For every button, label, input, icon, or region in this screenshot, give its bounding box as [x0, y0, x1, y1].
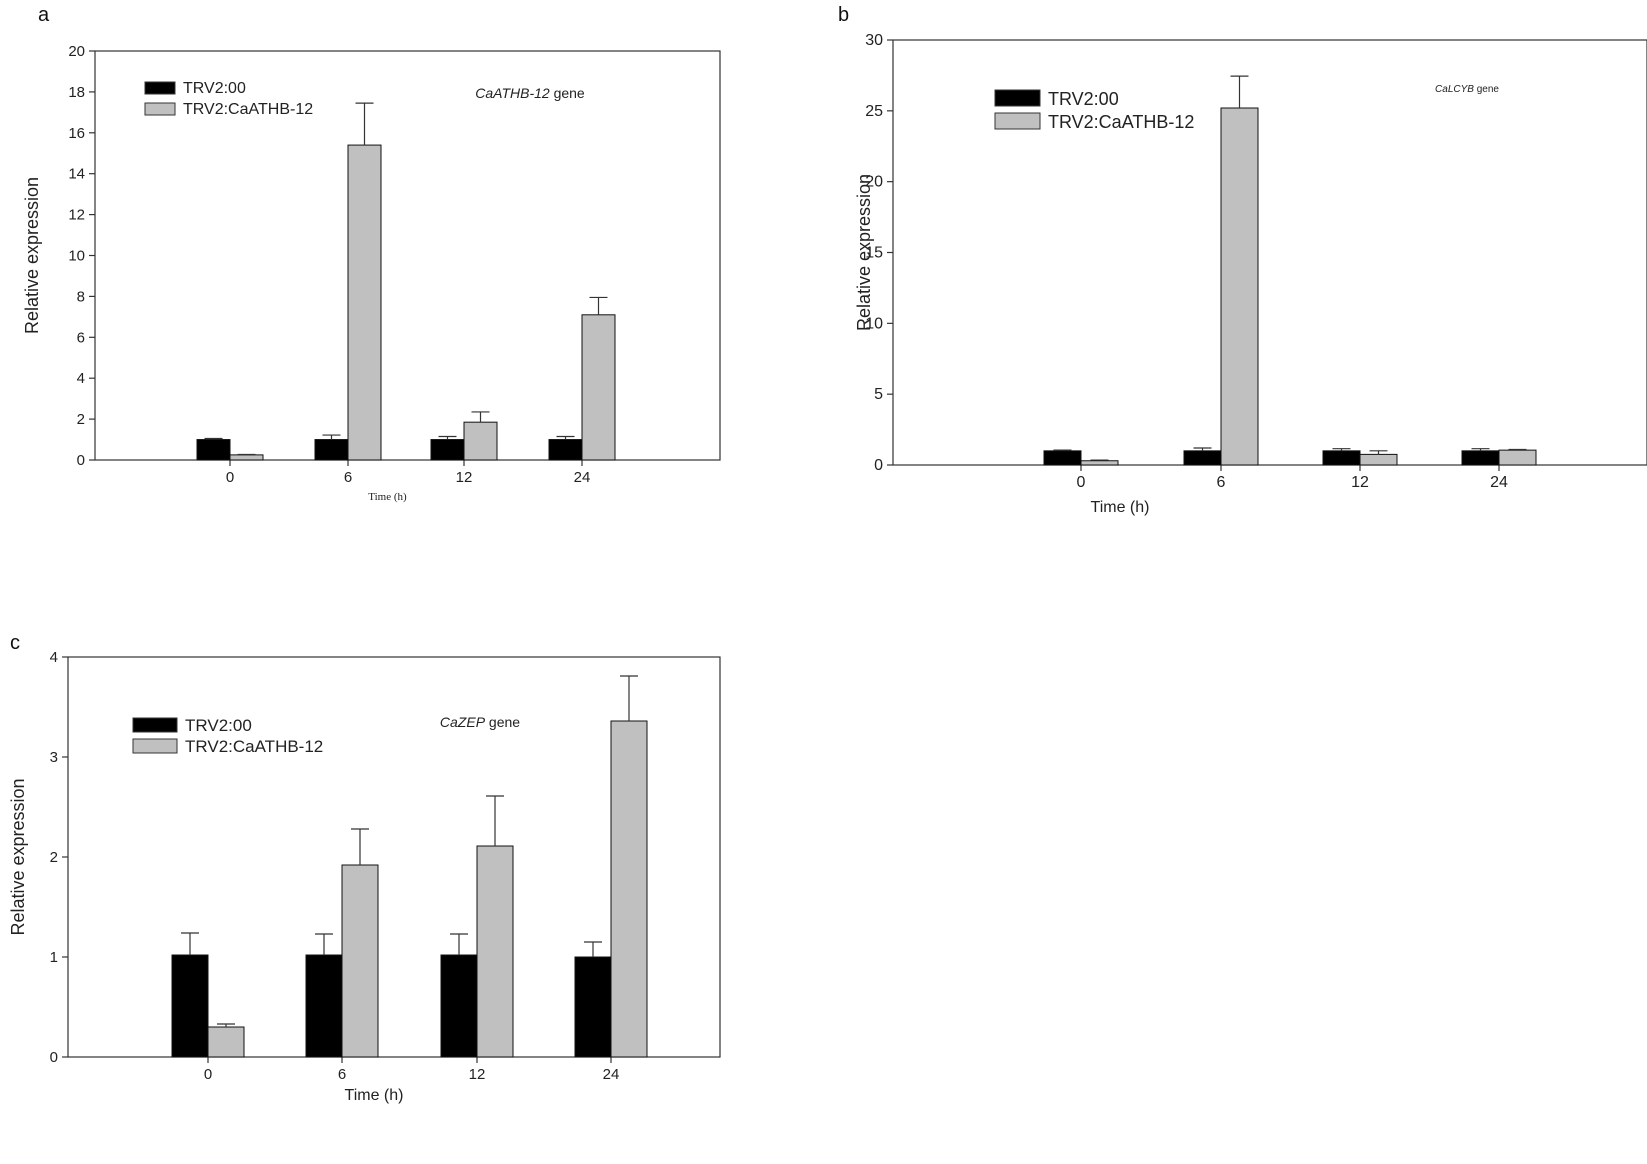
- legend-label-trv2-caathb12: TRV2:CaATHB-12: [185, 737, 323, 756]
- x-tick-label: 24: [603, 1066, 620, 1083]
- legend-label-trv2-00: TRV2:00: [183, 80, 246, 97]
- bar-trv2-00-6: [305, 954, 343, 1058]
- x-tick-label: 12: [469, 1066, 486, 1083]
- bar-trv2-00-12: [1322, 450, 1361, 466]
- y-axis-label: Relative expression: [22, 177, 42, 334]
- legend-label-trv2-caathb12: TRV2:CaATHB-12: [183, 101, 313, 118]
- y-tick-label: 4: [50, 649, 58, 666]
- legend-swatch-trv2-caathb12: [144, 102, 176, 116]
- gene-title: CaLCYB gene: [1435, 84, 1499, 95]
- bar-trv2-00-24: [548, 439, 583, 461]
- bar-trv2-00-6: [1183, 450, 1222, 466]
- bar-trv2-00-6: [314, 439, 349, 461]
- bar-trv2-caathb12-6: [341, 864, 379, 1058]
- gene-name: CaLCYB: [1435, 84, 1474, 95]
- legend-swatch-trv2-00: [132, 717, 178, 733]
- bar-trv2-caathb12-6: [347, 144, 382, 461]
- y-tick-label: 18: [68, 84, 85, 101]
- x-axis-label: Time (h): [368, 491, 407, 503]
- x-tick-label: 0: [1077, 474, 1086, 491]
- bar-trv2-00-24: [574, 956, 612, 1058]
- x-tick-label: 12: [1351, 474, 1369, 491]
- y-tick-label: 20: [865, 174, 883, 191]
- y-tick-label: 15: [865, 245, 883, 262]
- bar-trv2-caathb12-24: [610, 720, 648, 1058]
- bar-trv2-caathb12-12: [463, 421, 498, 461]
- bar-trv2-00-24: [1461, 450, 1500, 466]
- y-tick-label: 2: [50, 849, 58, 866]
- y-tick-label: 0: [874, 457, 883, 474]
- gene-title: CaATHB-12 gene: [475, 85, 585, 101]
- gene-name: CaATHB-12: [475, 85, 550, 101]
- y-tick-label: 14: [68, 166, 85, 183]
- bar-trv2-caathb12-12: [476, 845, 514, 1058]
- y-tick-label: 25: [865, 103, 883, 120]
- bar-trv2-caathb12-12: [1359, 453, 1398, 466]
- x-tick-label: 6: [338, 1066, 346, 1083]
- x-tick-label: 24: [574, 469, 591, 486]
- y-tick-label: 16: [68, 125, 85, 142]
- x-axis-label: Time (h): [1091, 499, 1150, 516]
- gene-name: CaZEP: [440, 714, 486, 730]
- x-tick-label: 0: [204, 1066, 212, 1083]
- bar-trv2-caathb12-24: [1498, 449, 1537, 466]
- bar-trv2-caathb12-0: [229, 454, 264, 461]
- x-axis-label: Time (h): [345, 1087, 404, 1104]
- legend-swatch-trv2-00: [144, 81, 176, 95]
- legend-label-trv2-caathb12: TRV2:CaATHB-12: [1048, 112, 1194, 132]
- bar-trv2-caathb12-24: [581, 314, 616, 461]
- gene-suffix: gene: [550, 85, 585, 101]
- y-tick-label: 12: [68, 207, 85, 224]
- y-tick-label: 0: [50, 1049, 58, 1066]
- y-tick-label: 20: [68, 43, 85, 60]
- legend-swatch-trv2-caathb12: [132, 738, 178, 754]
- y-axis-label: Relative expression: [854, 174, 874, 331]
- gene-suffix: gene: [485, 714, 520, 730]
- y-tick-label: 8: [77, 288, 85, 305]
- legend-label-trv2-00: TRV2:00: [1048, 89, 1119, 109]
- y-tick-label: 10: [865, 315, 883, 332]
- y-tick-label: 3: [50, 749, 58, 766]
- chart-panel-b: 0 5 10 15 20 25 30 0 6 12 24 Relative expression Tim…: [854, 32, 1647, 516]
- y-tick-label: 5: [874, 386, 883, 403]
- x-tick-label: 0: [226, 469, 234, 486]
- legend-label-trv2-00: TRV2:00: [185, 716, 252, 735]
- y-tick-label: 4: [77, 370, 85, 387]
- legend-swatch-trv2-caathb12: [994, 112, 1041, 130]
- x-tick-label: 6: [344, 469, 352, 486]
- bar-trv2-00-12: [430, 439, 465, 461]
- x-tick-label: 6: [1217, 474, 1226, 491]
- bar-trv2-caathb12-0: [207, 1026, 245, 1058]
- gene-title: CaZEP gene: [440, 714, 520, 730]
- panel-label-b: b: [838, 4, 850, 26]
- y-tick-label: 6: [77, 329, 85, 346]
- bar-trv2-00-0: [196, 439, 231, 461]
- y-tick-label: 1: [50, 949, 58, 966]
- y-tick-label: 30: [865, 32, 883, 49]
- gene-suffix: gene: [1474, 84, 1499, 95]
- panel-label-a: a: [38, 4, 50, 26]
- bar-trv2-00-12: [440, 954, 478, 1058]
- x-tick-label: 12: [456, 469, 473, 486]
- y-axis-label: Relative expression: [8, 778, 28, 935]
- bar-trv2-00-0: [171, 954, 209, 1058]
- y-tick-label: 2: [77, 411, 85, 428]
- x-tick-label: 24: [1490, 474, 1508, 491]
- legend-swatch-trv2-00: [994, 89, 1041, 107]
- bar-trv2-caathb12-0: [1080, 460, 1119, 466]
- panel-label-c: c: [10, 632, 20, 654]
- bar-trv2-00-0: [1043, 450, 1082, 466]
- y-tick-label: 0: [77, 452, 85, 469]
- bar-trv2-caathb12-6: [1220, 107, 1259, 466]
- y-tick-label: 10: [68, 248, 85, 265]
